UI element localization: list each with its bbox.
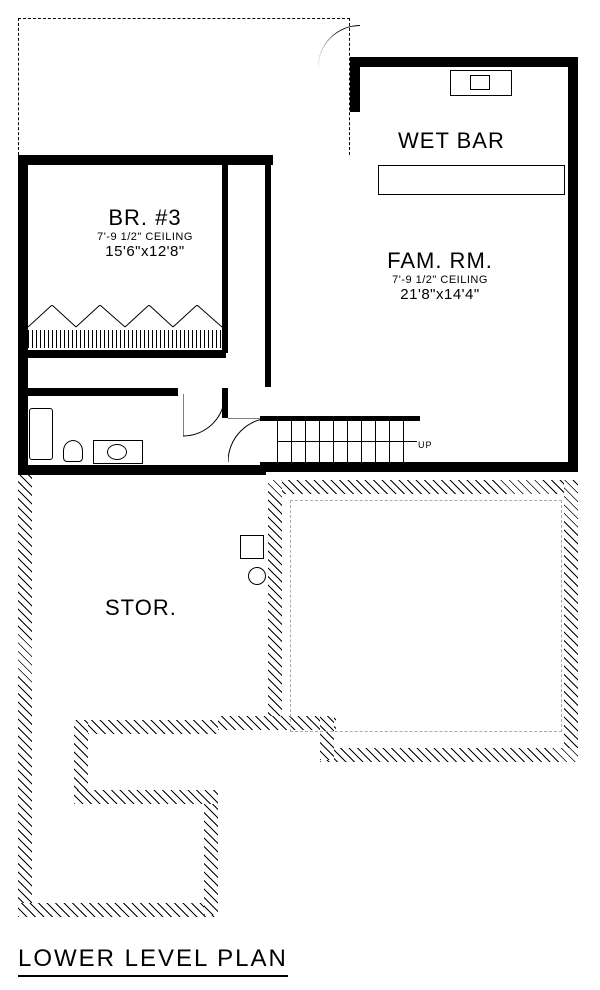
- fam-ceiling: 7'-9 1/2" CEILING: [355, 274, 525, 286]
- wall-left-exterior: [18, 155, 28, 475]
- foundation-right-right: [564, 480, 578, 760]
- wall-top-left: [18, 155, 273, 165]
- br3-dims: 15'6"x12'8": [75, 243, 215, 260]
- wall-stair-bottom: [260, 462, 578, 472]
- stairs: [277, 421, 417, 462]
- label-fam: FAM. RM. 7'-9 1/2" CEILING 21'8"x14'4": [355, 248, 525, 303]
- foundation-right-bottom: [320, 748, 578, 762]
- wetbar-counter: [378, 165, 565, 195]
- tub: [29, 408, 53, 460]
- sink: [107, 444, 127, 460]
- wall-wetbar-top: [350, 57, 578, 67]
- closet-doors: [28, 305, 222, 330]
- foundation-bottom-left: [18, 903, 218, 917]
- wetbar-sink: [470, 75, 490, 90]
- wall-br3-bottom: [26, 350, 226, 358]
- wetbar-title: WET BAR: [398, 128, 505, 154]
- foundation-right-left: [268, 480, 282, 730]
- wall-bottom-bath: [18, 465, 266, 475]
- label-stor: STOR.: [105, 595, 177, 621]
- foundation-step2-v: [74, 720, 88, 795]
- foundation-step1-v: [204, 790, 218, 915]
- br3-title: BR. #3: [75, 205, 215, 231]
- utility-1: [240, 535, 264, 559]
- foundation-step2-h: [74, 790, 218, 804]
- fam-title: FAM. RM.: [355, 248, 525, 274]
- utility-2: [248, 567, 266, 585]
- dashed-outline-top-left: [18, 18, 350, 155]
- foundation-right-top: [268, 480, 576, 494]
- br3-ceiling: 7'-9 1/2" CEILING: [75, 231, 215, 243]
- dashed-lower-right: [290, 500, 562, 732]
- closet-shelf: [28, 330, 223, 348]
- stor-title: STOR.: [105, 595, 177, 621]
- wall-fam-left: [265, 162, 271, 387]
- foundation-step1-h: [88, 720, 218, 734]
- door-to-fam: [228, 418, 272, 462]
- toilet: [63, 440, 83, 462]
- label-br3: BR. #3 7'-9 1/2" CEILING 15'6"x12'8": [75, 205, 215, 260]
- door-hall: [183, 394, 231, 442]
- wall-wetbar-right: [568, 57, 578, 469]
- plan-title: LOWER LEVEL PLAN: [18, 945, 288, 977]
- foundation-left: [18, 475, 32, 915]
- wall-br3-right: [222, 163, 228, 353]
- floor-plan: UP WET BAR BR. #3 7'-9 1/2" CEILING 15'6…: [0, 0, 600, 990]
- label-wetbar: WET BAR: [398, 128, 505, 154]
- stairs-up-label: UP: [418, 440, 433, 450]
- fam-dims: 21'8"x14'4": [355, 286, 525, 303]
